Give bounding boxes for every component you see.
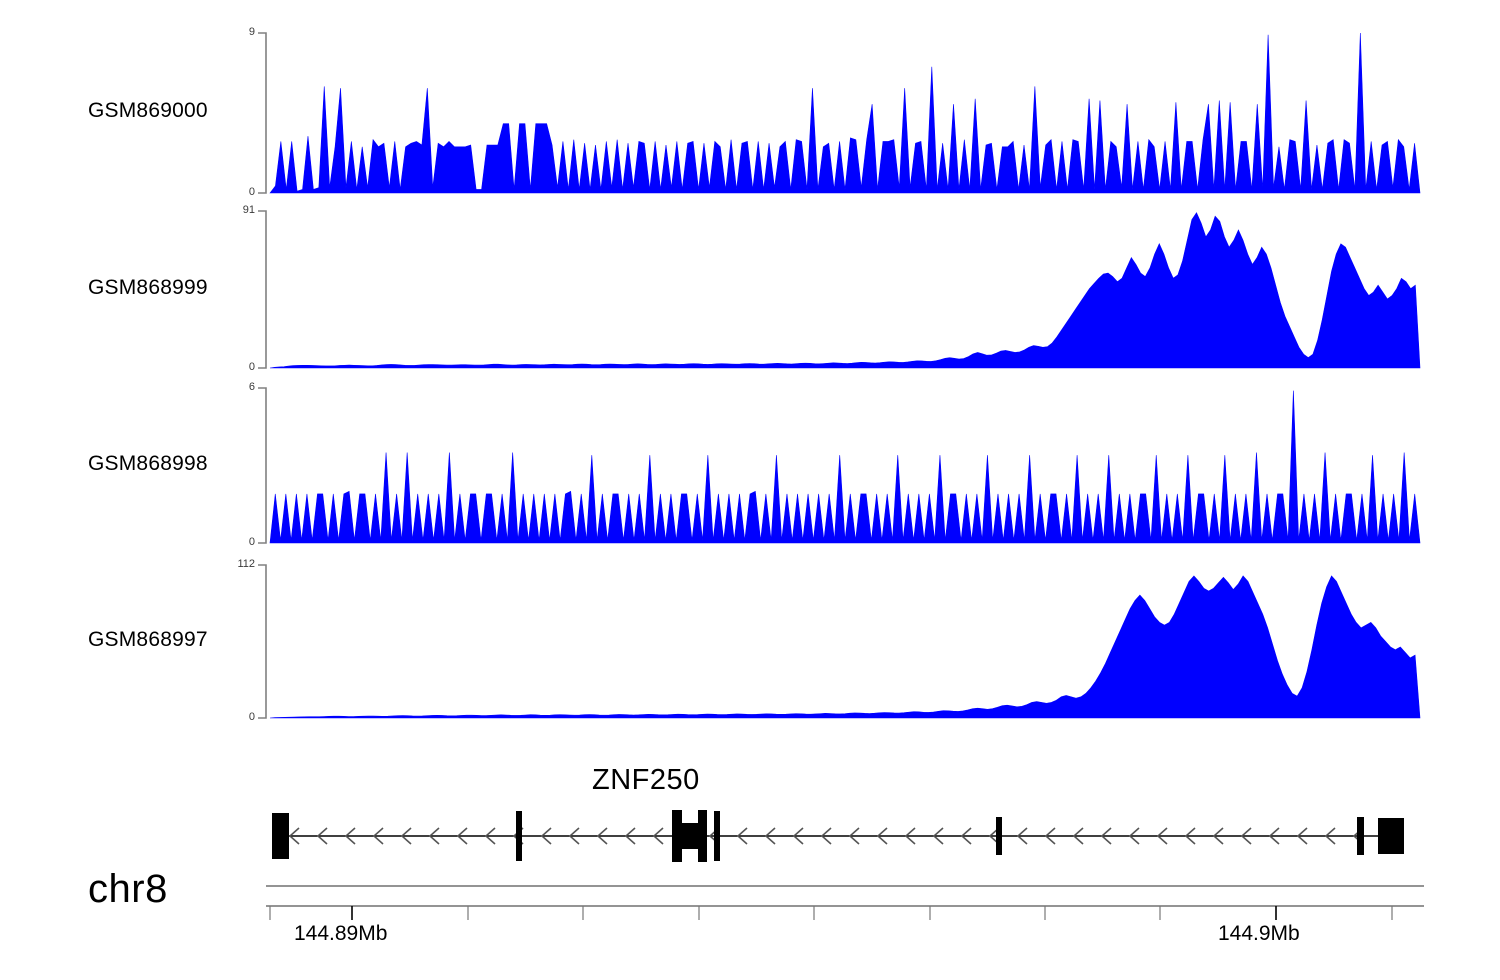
strand-arrow-icon — [288, 827, 300, 845]
strand-arrow-icon — [1016, 827, 1028, 845]
strand-arrow-icon — [960, 827, 972, 845]
gene-exon-block[interactable] — [1357, 817, 1364, 855]
strand-arrow-icon — [596, 827, 608, 845]
y-axis-bracket — [258, 564, 267, 719]
strand-arrow-icon — [764, 827, 776, 845]
strand-arrow-icon — [1128, 827, 1140, 845]
track-sample-label: GSM868998 — [88, 451, 208, 475]
ruler-svg — [266, 885, 1424, 920]
y-axis-max-label: 9 — [248, 26, 255, 38]
strand-arrow-icon — [1100, 827, 1112, 845]
strand-arrow-icon — [316, 827, 328, 845]
chromosome-label: chr8 — [88, 867, 168, 911]
gene-name-label: ZNF250 — [592, 764, 700, 796]
strand-arrow-icon — [456, 827, 468, 845]
y-axis-min-label: 0 — [248, 186, 255, 198]
gene-exon-block[interactable] — [1378, 818, 1404, 854]
strand-arrow-icon — [484, 827, 496, 845]
y-axis-min-label: 0 — [248, 536, 255, 548]
gene-exon-block[interactable] — [682, 823, 698, 849]
track-sample-label: GSM868997 — [88, 627, 208, 651]
strand-arrow-icon — [848, 827, 860, 845]
track-sample-label: GSM869000 — [88, 99, 208, 122]
gene-exon-block[interactable] — [698, 810, 707, 862]
strand-arrow-icon — [932, 827, 944, 845]
strand-arrow-icon — [540, 827, 552, 845]
gene-exon-block[interactable] — [272, 813, 289, 859]
coverage-area — [269, 32, 1421, 194]
ruler-tick-label: 144.9Mb — [1218, 922, 1300, 945]
strand-arrow-icon — [792, 827, 804, 845]
y-axis-max-label: 112 — [237, 558, 255, 570]
strand-arrow-icon — [344, 827, 356, 845]
strand-arrow-icon — [736, 827, 748, 845]
strand-arrow-icon — [876, 827, 888, 845]
strand-arrow-icon — [904, 827, 916, 845]
track-sample-label: GSM868999 — [88, 275, 208, 299]
strand-arrow-icon — [1044, 827, 1056, 845]
genome-coordinate-ruler[interactable]: 144.89Mb 144.9Mb — [0, 878, 1500, 978]
strand-arrow-icon — [428, 827, 440, 845]
strand-arrow-icon — [1072, 827, 1084, 845]
strand-arrow-icon — [1184, 827, 1196, 845]
y-axis-bracket — [258, 387, 267, 544]
strand-arrow-icon — [1296, 827, 1308, 845]
strand-arrow-icon — [652, 827, 664, 845]
strand-arrow-icon — [1156, 827, 1168, 845]
y-axis-bracket — [258, 32, 267, 194]
gene-model-svg — [272, 810, 1404, 862]
strand-arrow-icon — [372, 827, 384, 845]
strand-arrow-icon — [568, 827, 580, 845]
y-axis-min-label: 0 — [248, 711, 255, 723]
y-axis-bracket — [258, 210, 267, 369]
coverage-area — [269, 390, 1421, 544]
gene-exon-block[interactable] — [672, 810, 682, 862]
strand-arrow-icon — [624, 827, 636, 845]
strand-arrow-icon — [1212, 827, 1224, 845]
strand-arrow-icon — [820, 827, 832, 845]
coverage-area — [269, 575, 1421, 719]
strand-arrow-icon — [1240, 827, 1252, 845]
strand-arrow-icon — [400, 827, 412, 845]
y-axis-min-label: 0 — [248, 361, 255, 373]
ruler-tick-label: 144.89Mb — [294, 922, 388, 945]
coverage-area — [269, 212, 1421, 369]
strand-arrow-icon — [1268, 827, 1280, 845]
strand-arrow-icon — [1324, 827, 1336, 845]
gene-annotation-track[interactable] — [0, 752, 1500, 882]
y-axis-max-label: 6 — [248, 381, 255, 393]
y-axis-max-label: 91 — [242, 204, 255, 216]
gene-exon-block[interactable] — [714, 811, 720, 861]
gene-exon-block[interactable] — [516, 811, 522, 861]
gene-exon-block[interactable] — [996, 817, 1002, 855]
